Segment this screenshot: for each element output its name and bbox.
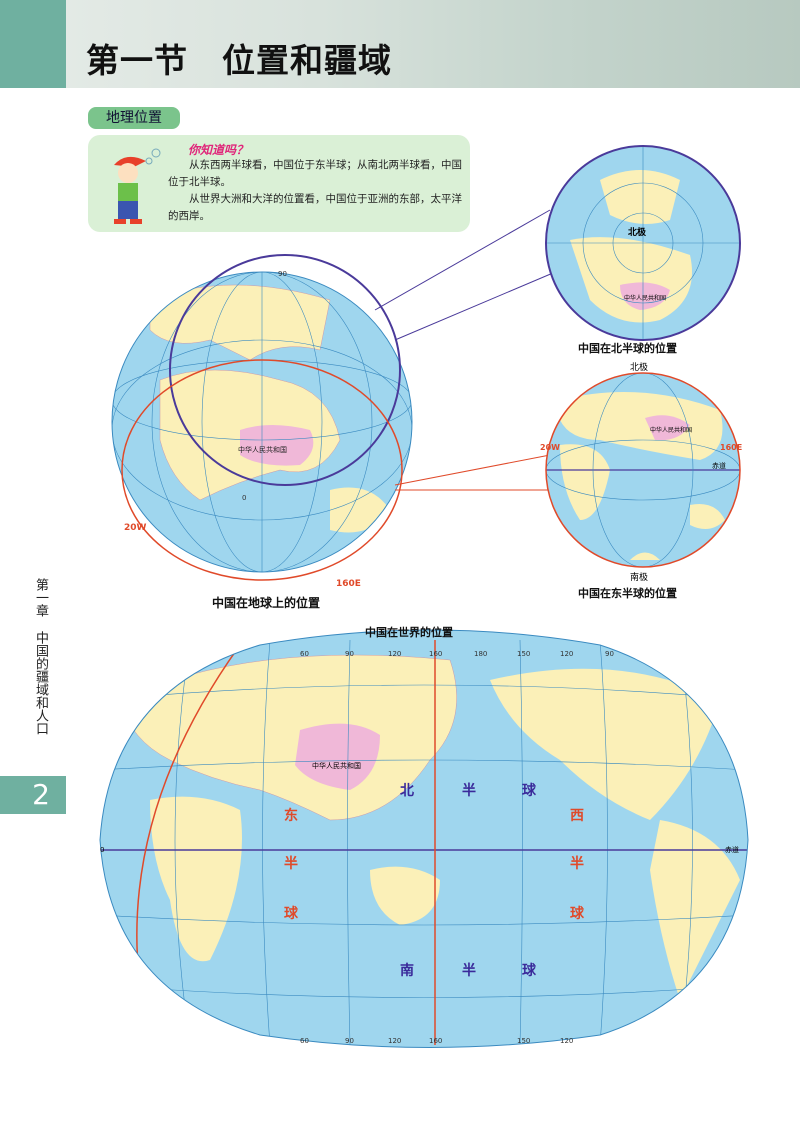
world-map-title: 中国在世界的位置 — [365, 626, 453, 639]
lon-label: 120 — [388, 650, 401, 658]
north-pole-label: 北极 — [628, 226, 647, 238]
northern-hemisphere-outline — [169, 254, 401, 486]
world-map — [100, 630, 748, 1048]
lon-label: 60 — [300, 1037, 309, 1045]
e160-label: 160E — [720, 443, 742, 452]
page-title: 第一节 位置和疆域 — [86, 41, 392, 80]
equator-label: 赤道 — [712, 461, 726, 470]
north-pole-label: 北极 — [630, 361, 648, 373]
did-you-know-heading: 你知道吗？ — [188, 143, 249, 157]
caption-globe-main: 中国在地球上的位置 — [212, 596, 321, 610]
lon-label: 180 — [474, 650, 487, 658]
lon-label: 90 — [345, 1037, 354, 1045]
lon-label: 160 — [429, 650, 442, 658]
header-banner: 第一节 位置和疆域 — [0, 0, 800, 88]
lat-label: 90 — [278, 270, 287, 278]
n-hemi-label: 半 — [462, 782, 476, 799]
info-paragraph: 从世界大洲和大洋的位置看，中国位于亚洲的东部，太平洋的西岸。 — [168, 193, 462, 222]
equator-label: 赤道 — [725, 845, 739, 854]
lon-label: 90 — [605, 650, 614, 658]
china-label-main: 中华人民共和国 — [238, 445, 287, 454]
china-label-world: 中华人民共和国 — [312, 761, 361, 770]
south-pole-label: 南极 — [630, 571, 648, 583]
w-hemi-label: 西 — [570, 808, 584, 824]
china-label-east: 中华人民共和国 — [650, 426, 692, 434]
cartoon-boy-icon — [114, 148, 161, 224]
lon-label: 160 — [429, 1037, 442, 1045]
globe-main — [112, 272, 412, 572]
lon-label: 90 — [345, 650, 354, 658]
e-hemi-label: 东 — [284, 807, 298, 824]
lon-label: 120 — [388, 1037, 401, 1045]
lon-label: 120 — [560, 1037, 573, 1045]
chapter-label: 第一章 — [33, 578, 48, 617]
lon-label: 120 — [560, 650, 573, 658]
china-label-north: 中华人民共和国 — [624, 294, 666, 302]
e-hemi-label: 半 — [284, 855, 298, 872]
page-number: 2 — [0, 776, 66, 814]
w-hemi-label: 半 — [570, 855, 584, 872]
w20-label: 20W — [540, 443, 560, 452]
chapter-sidebar: 第一章 中国的疆域和人口 — [30, 578, 50, 735]
lon-label: 150 — [517, 650, 530, 658]
eastern-hemisphere-outline — [121, 359, 403, 581]
lon-bottom-labels: 60 90 120 160 150 120 — [300, 1037, 573, 1045]
did-you-know-box: 你知道吗？ 从东西两半球看，中国位于东半球；从南北两半球看，中国位于北半球。 从… — [88, 135, 470, 232]
globe-north — [546, 146, 740, 340]
w-hemi-label: 球 — [570, 905, 585, 922]
lon-label: 60 — [300, 650, 309, 658]
lat-label: 0 — [242, 494, 246, 502]
s-hemi-label: 球 — [522, 962, 537, 979]
s-hemi-label: 半 — [462, 962, 476, 979]
lon-top-labels: 60 90 120 160 180 150 120 90 — [300, 650, 614, 658]
lat-label: 0 — [100, 846, 104, 854]
chapter-title: 中国的疆域和人口 — [33, 631, 48, 735]
n-hemi-label: 球 — [522, 782, 537, 799]
e160-label: 160E — [336, 579, 361, 589]
caption-globe-east: 中国在东半球的位置 — [578, 587, 677, 600]
s-hemi-label: 南 — [400, 962, 414, 979]
globe-east — [546, 373, 740, 567]
caption-globe-north: 中国在北半球的位置 — [578, 342, 677, 355]
e-hemi-label: 球 — [284, 905, 299, 922]
lon-label: 150 — [517, 1037, 530, 1045]
n-hemi-label: 北 — [400, 783, 414, 799]
info-paragraph: 从东西两半球看，中国位于东半球；从南北两半球看，中国位于北半球。 — [168, 159, 462, 188]
w20-label: 20W — [124, 523, 147, 533]
header-tab — [0, 0, 66, 88]
section-tag: 地理位置 — [88, 107, 180, 129]
